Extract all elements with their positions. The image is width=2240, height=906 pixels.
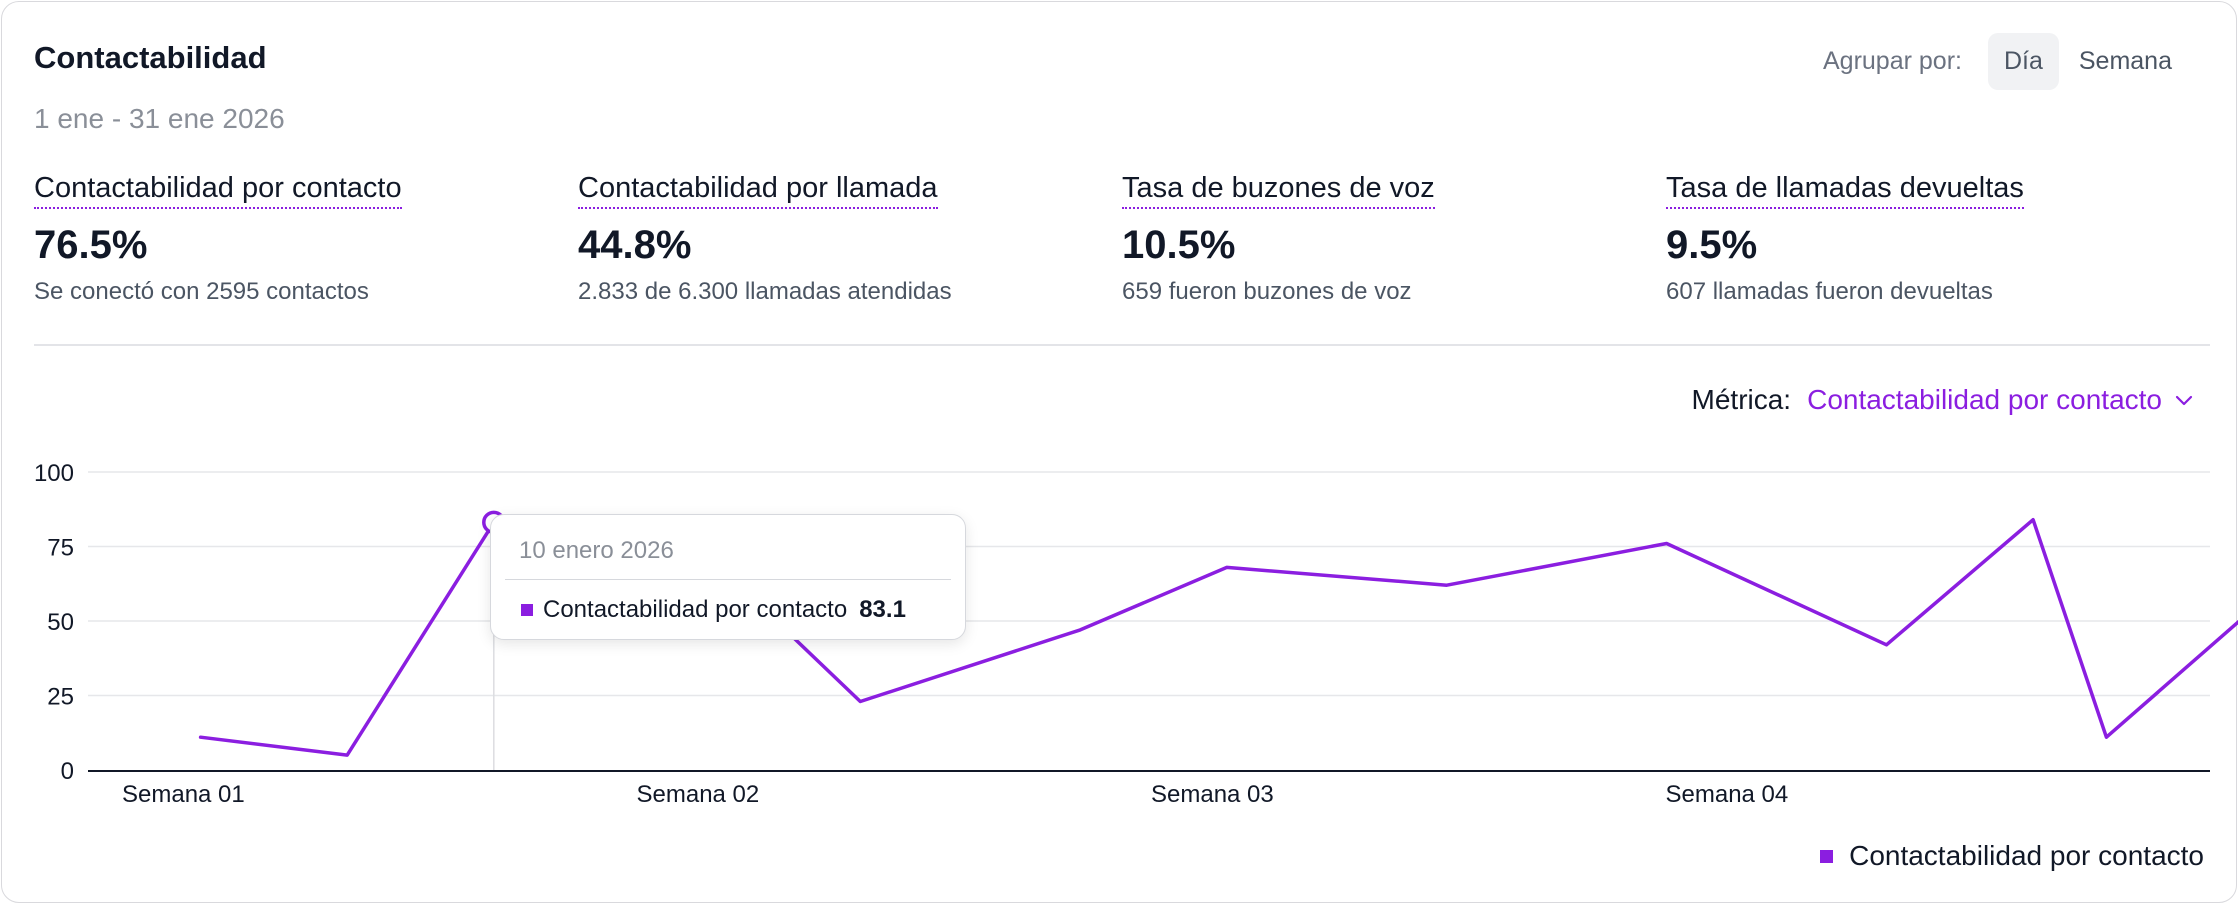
y-tick-label: 25: [47, 684, 74, 711]
tooltip-date: 10 enero 2026: [519, 537, 674, 564]
metric-label[interactable]: Contactabilidad por llamada: [578, 172, 938, 209]
x-tick-label: Semana 02: [637, 781, 760, 808]
date-range: 1 ene - 31 ene 2026: [34, 103, 285, 134]
group-option-semana[interactable]: Semana: [2078, 47, 2172, 75]
metric-selector-label: Métrica:: [1691, 384, 1792, 415]
metric-value: 44.8%: [578, 223, 692, 267]
metric-call: Contactabilidad por llamada 44.8% 2.833 …: [578, 172, 952, 306]
y-tick-label: 0: [61, 758, 74, 785]
metrics-row: Contactabilidad por contacto 76.5% Se co…: [34, 172, 2210, 346]
legend-label: Contactabilidad por contacto: [1849, 840, 2204, 871]
metric-label[interactable]: Contactabilidad por contacto: [34, 172, 402, 209]
x-tick-label: Semana 03: [1151, 781, 1274, 808]
tooltip-row: Contactabilidad por contacto 83.1: [521, 585, 906, 635]
tooltip-value: 83.1: [859, 596, 906, 623]
metric-selector[interactable]: Métrica: Contactabilidad por contacto: [1692, 384, 2196, 416]
card-title: Contactabilidad: [34, 40, 267, 75]
metric-description: 2.833 de 6.300 llamadas atendidas: [578, 278, 952, 305]
metric-label[interactable]: Tasa de llamadas devueltas: [1666, 172, 2024, 209]
metric-description: Se conectó con 2595 contactos: [34, 278, 369, 305]
chart-tooltip: 10 enero 2026 Contactabilidad por contac…: [490, 514, 966, 640]
group-option-dia[interactable]: Día: [1987, 33, 2059, 90]
metric-description: 607 llamadas fueron devueltas: [1666, 278, 1993, 305]
metric-voicemail: Tasa de buzones de voz 10.5% 659 fueron …: [1122, 172, 1435, 306]
chart-legend[interactable]: Contactabilidad por contacto: [1820, 840, 2204, 872]
chevron-down-icon[interactable]: [2172, 388, 2196, 412]
x-tick-label: Semana 01: [122, 781, 245, 808]
metric-returned-calls: Tasa de llamadas devueltas 9.5% 607 llam…: [1666, 172, 2024, 306]
tooltip-divider: [505, 579, 951, 580]
metric-value: 10.5%: [1122, 223, 1236, 267]
y-tick-label: 50: [47, 609, 74, 636]
tooltip-series: Contactabilidad por contacto: [543, 596, 848, 623]
y-tick-label: 100: [34, 460, 74, 487]
y-tick-label: 75: [47, 535, 74, 562]
group-by-control: Agrupar por: Día Semana: [1823, 33, 2188, 90]
metric-value: 76.5%: [34, 223, 148, 267]
group-by-label: Agrupar por:: [1823, 47, 1962, 75]
metric-description: 659 fueron buzones de voz: [1122, 278, 1412, 305]
metric-label[interactable]: Tasa de buzones de voz: [1122, 172, 1435, 209]
metric-contact: Contactabilidad por contacto 76.5% Se co…: [34, 172, 402, 306]
x-tick-label: Semana 04: [1666, 781, 1789, 808]
tooltip-swatch: [521, 604, 533, 616]
legend-swatch: [1820, 849, 1834, 863]
metric-selector-value[interactable]: Contactabilidad por contacto: [1807, 384, 2162, 415]
metric-value: 9.5%: [1666, 223, 1758, 267]
